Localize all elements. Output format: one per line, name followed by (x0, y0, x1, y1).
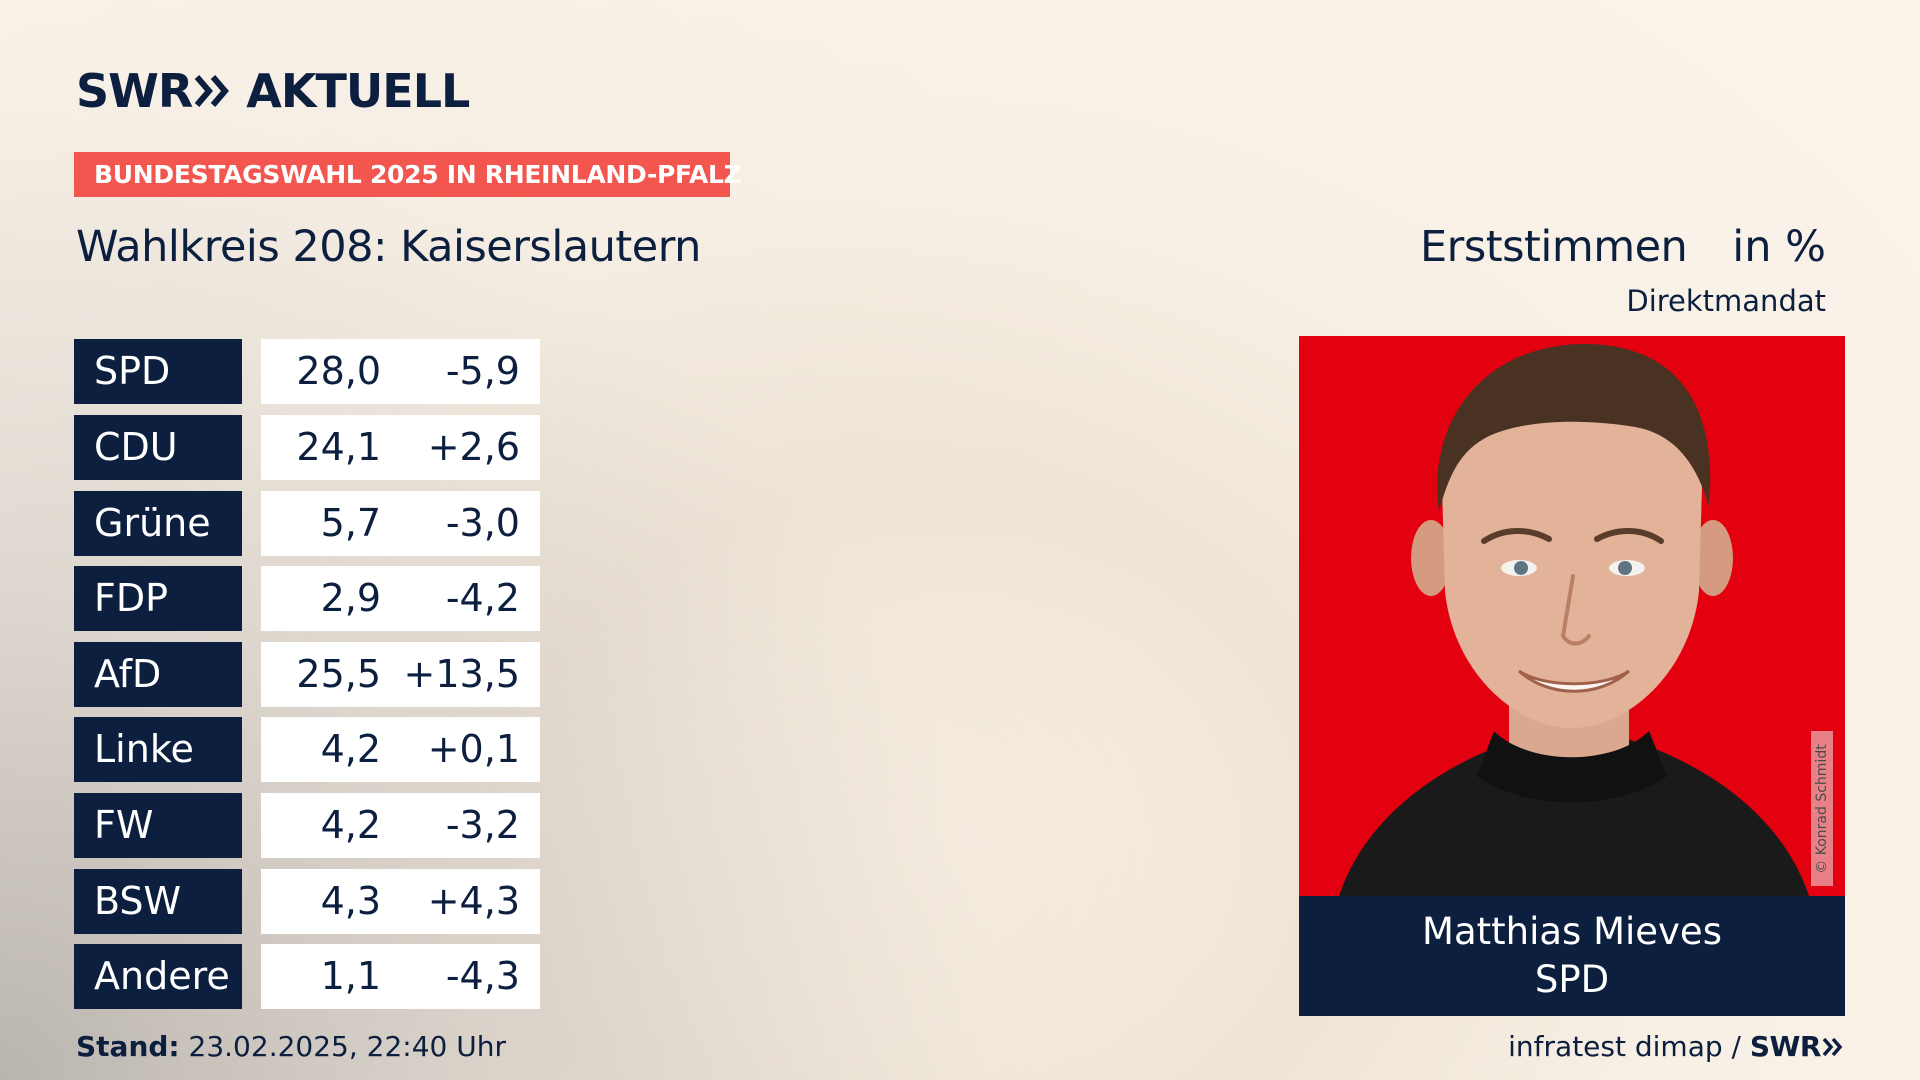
vote-change: -3,2 (392, 793, 540, 858)
vote-share: 25,5 (261, 642, 401, 707)
timestamp-value: 23.02.2025, 22:40 Uhr (188, 1030, 506, 1063)
table-row: Linke 4,2 +0,1 (74, 717, 540, 782)
vote-share: 4,3 (261, 869, 401, 934)
double-chevron-icon (194, 74, 232, 108)
vote-change: -5,9 (392, 339, 540, 404)
vote-change: -4,3 (392, 944, 540, 1009)
source-brand: SWR (1749, 1030, 1822, 1063)
vote-share: 28,0 (261, 339, 401, 404)
vote-change: +0,1 (392, 717, 540, 782)
party-name: CDU (74, 415, 242, 480)
party-name: Grüne (74, 491, 242, 556)
party-name: AfD (74, 642, 242, 707)
party-name: FW (74, 793, 242, 858)
vote-change: +2,6 (392, 415, 540, 480)
vote-share: 4,2 (261, 793, 401, 858)
vote-share: 1,1 (261, 944, 401, 1009)
double-chevron-icon (1822, 1031, 1844, 1057)
candidate-party: SPD (1534, 958, 1610, 1001)
vote-change: -3,0 (392, 491, 540, 556)
unit-label: in % (1732, 222, 1826, 272)
vote-share: 5,7 (261, 491, 401, 556)
logo-swr-text: SWR (76, 64, 193, 118)
party-name: Andere (74, 944, 242, 1009)
table-row: CDU 24,1 +2,6 (74, 415, 540, 480)
party-name: BSW (74, 869, 242, 934)
table-row: Grüne 5,7 -3,0 (74, 491, 540, 556)
timestamp-label: Stand: (76, 1030, 180, 1063)
vote-change: -4,2 (392, 566, 540, 631)
vote-type-header: Erststimmen in % (1420, 222, 1826, 278)
candidate-card: © Konrad Schmidt Matthias Mieves SPD (1299, 336, 1845, 1016)
candidate-portrait-illustration (1339, 343, 1809, 896)
election-banner: BUNDESTAGSWAHL 2025 IN RHEINLAND-PFALZ (74, 152, 742, 197)
vote-change: +4,3 (392, 869, 540, 934)
party-name: SPD (74, 339, 242, 404)
candidate-name: Matthias Mieves (1422, 910, 1722, 953)
vote-share: 4,2 (261, 717, 401, 782)
district-title: Wahlkreis 208: Kaiserslautern (76, 222, 701, 272)
party-name: Linke (74, 717, 242, 782)
table-row: FDP 2,9 -4,2 (74, 566, 540, 631)
candidate-namebox: Matthias Mieves SPD (1299, 896, 1845, 1016)
table-row: FW 4,2 -3,2 (74, 793, 540, 858)
table-row: SPD 28,0 -5,9 (74, 339, 540, 404)
photo-credit: © Konrad Schmidt (1811, 731, 1833, 886)
table-row: AfD 25,5 +13,5 (74, 642, 540, 707)
source-credit: infratest dimap / SWR (1500, 1030, 1844, 1063)
swr-aktuell-logo: SWR AKTUELL (76, 64, 470, 118)
logo-aktuell-text: AKTUELL (246, 64, 470, 118)
vote-type-label: Erststimmen (1420, 222, 1688, 272)
party-name: FDP (74, 566, 242, 631)
candidate-photo: © Konrad Schmidt (1299, 336, 1845, 896)
table-row: Andere 1,1 -4,3 (74, 944, 540, 1009)
vote-change: +13,5 (392, 642, 540, 707)
table-row: BSW 4,3 +4,3 (74, 869, 540, 934)
vote-share: 2,9 (261, 566, 401, 631)
vote-share: 24,1 (261, 415, 401, 480)
timestamp: Stand: 23.02.2025, 22:40 Uhr (76, 1030, 506, 1063)
source-text: infratest dimap / (1508, 1030, 1741, 1063)
direct-mandate-label: Direktmandat (1626, 284, 1826, 318)
